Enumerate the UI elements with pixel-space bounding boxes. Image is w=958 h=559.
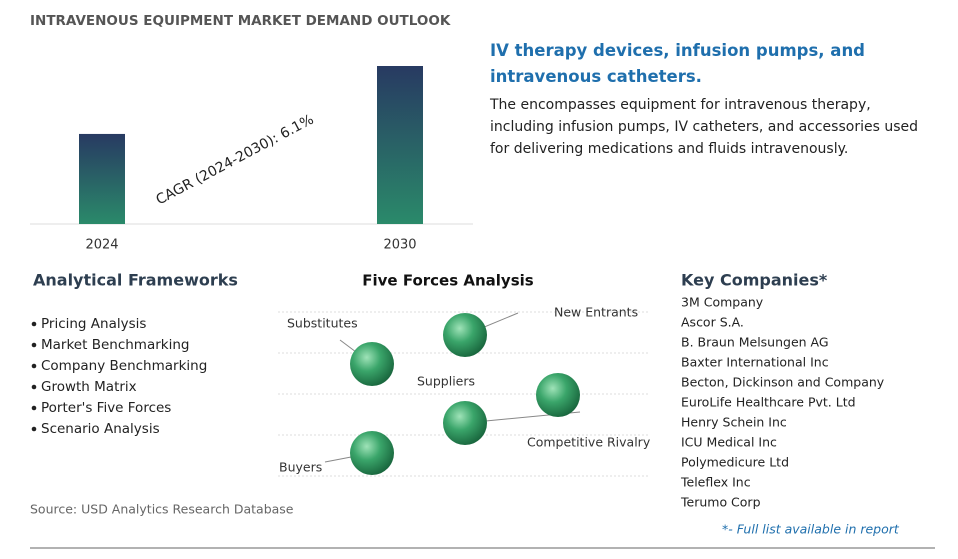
x-tick-label: 2030: [383, 238, 416, 253]
force-ball: [443, 401, 487, 445]
footnote: *- Full list available in report: [722, 522, 900, 537]
force-label: Substitutes: [287, 316, 358, 331]
force-label: Competitive Rivalry: [527, 435, 651, 450]
source: Source: USD Analytics Research Database: [30, 502, 294, 517]
bullet: [31, 405, 37, 411]
framework-item: Market Benchmarking: [41, 337, 189, 353]
bullet: [31, 363, 37, 369]
force-ball: [443, 313, 487, 357]
company-item: Terumo Corp: [680, 495, 761, 510]
force-ball: [536, 373, 580, 417]
company-item: ICU Medical Inc: [681, 435, 777, 450]
company-item: Teleflex Inc: [680, 475, 751, 490]
company-item: B. Braun Melsungen AG: [681, 335, 829, 350]
framework-item: Porter's Five Forces: [41, 400, 171, 416]
company-item: Becton, Dickinson and Company: [681, 375, 885, 390]
summary-text: The encompasses equipment for intravenou…: [490, 97, 918, 157]
force-ball: [350, 431, 394, 475]
cagr-annotation: CAGR (2024-2030): 6.1%: [153, 112, 316, 209]
five-forces-heading: Five Forces Analysis: [362, 272, 534, 290]
force-label: Buyers: [279, 460, 322, 475]
bullet: [31, 342, 37, 348]
bullet: [31, 426, 37, 432]
frameworks-heading: Analytical Frameworks: [33, 271, 238, 290]
company-item: Polymedicure Ltd: [681, 455, 789, 470]
company-item: EuroLife Healthcare Pvt. Ltd: [681, 395, 856, 410]
bullet: [31, 321, 37, 327]
framework-item: Company Benchmarking: [41, 358, 207, 374]
framework-item: Growth Matrix: [41, 379, 137, 395]
x-tick-label: 2024: [85, 238, 118, 253]
summary-heading: IV therapy devices, infusion pumps, and …: [490, 41, 865, 86]
company-item: Baxter International Inc: [681, 355, 829, 370]
company-item: Ascor S.A.: [681, 315, 744, 330]
bar: [377, 66, 423, 224]
framework-item: Scenario Analysis: [41, 421, 160, 437]
bullet: [31, 384, 37, 390]
bar: [79, 133, 125, 224]
force-label: Suppliers: [417, 374, 475, 389]
companies-heading: Key Companies*: [681, 271, 828, 290]
chart-title: INTRAVENOUS EQUIPMENT MARKET DEMAND OUTL…: [30, 13, 451, 29]
company-item: 3M Company: [681, 295, 764, 310]
company-item: Henry Schein Inc: [681, 415, 787, 430]
force-ball: [350, 342, 394, 386]
framework-item: Pricing Analysis: [41, 316, 146, 332]
force-label: New Entrants: [554, 305, 638, 320]
